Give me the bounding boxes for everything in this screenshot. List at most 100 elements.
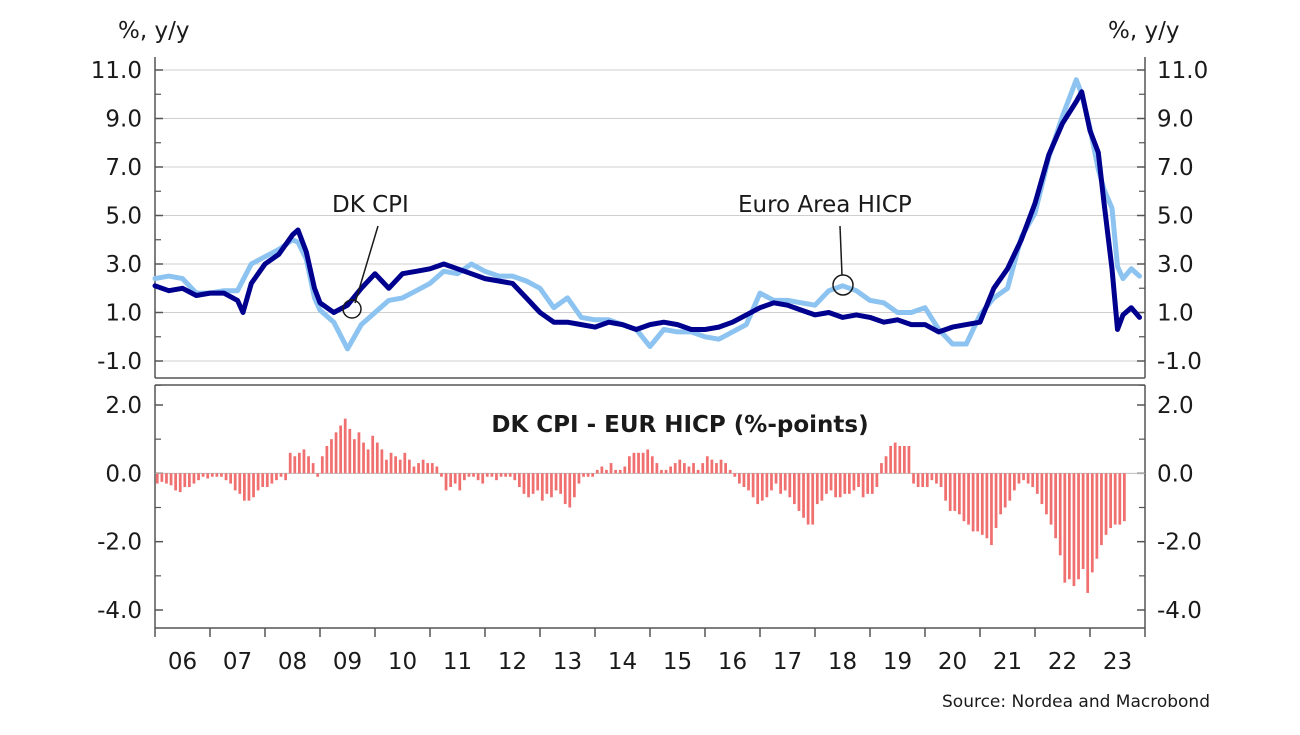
top-right-tick-label: 5.0	[1157, 204, 1194, 230]
difference-bar	[463, 473, 466, 481]
difference-bar	[201, 473, 205, 477]
top-series-lines	[152, 77, 1142, 352]
annotation-dk-cpi-marker	[342, 299, 362, 319]
difference-bar	[371, 435, 375, 474]
difference-bar	[1086, 473, 1090, 593]
top-right-tick-label: 1.0	[1157, 301, 1194, 327]
difference-bar	[160, 473, 164, 482]
annotation-euro-area-marker	[832, 274, 854, 296]
difference-bar	[861, 473, 865, 498]
difference-bar	[408, 459, 411, 474]
difference-bar	[1008, 473, 1012, 501]
difference-bar	[618, 469, 622, 474]
difference-bar	[261, 473, 265, 487]
top-left-tick-label: -1.0	[97, 349, 142, 375]
difference-bar	[880, 463, 883, 474]
annotation-euro-area-label: Euro Area HICP	[738, 192, 912, 218]
difference-bar	[958, 473, 961, 515]
difference-bar	[183, 473, 187, 487]
difference-bar	[678, 459, 682, 474]
difference-bar	[229, 473, 232, 484]
top-left-tick-label: 7.0	[105, 155, 142, 181]
difference-bar	[536, 473, 540, 491]
difference-bar	[829, 473, 833, 491]
difference-bar	[985, 473, 989, 539]
x-tick-label: 21	[993, 649, 1022, 675]
difference-bar	[472, 473, 475, 477]
difference-bar	[664, 469, 668, 474]
difference-bar	[545, 473, 549, 494]
difference-bar	[334, 432, 338, 474]
difference-bar	[912, 473, 915, 484]
difference-bar	[907, 446, 911, 474]
difference-bar	[1100, 473, 1103, 546]
difference-bar	[962, 473, 966, 522]
difference-bar	[485, 473, 489, 477]
difference-bar	[348, 428, 352, 474]
difference-bar	[1058, 473, 1062, 556]
x-tick-label: 17	[773, 649, 802, 675]
bottom-panel-title: DK CPI - EUR HICP (%-points)	[491, 412, 868, 438]
difference-bar	[233, 473, 237, 491]
difference-bar	[595, 469, 599, 474]
difference-bar	[224, 473, 228, 481]
top-right-tick-label: 9.0	[1157, 107, 1194, 133]
difference-bar	[215, 473, 219, 477]
difference-bar	[316, 473, 320, 477]
difference-bar	[692, 463, 695, 474]
difference-bar	[320, 456, 324, 474]
difference-bar	[325, 446, 329, 474]
difference-bar	[343, 418, 347, 474]
difference-bar	[838, 473, 842, 498]
top-left-tick-label: 11.0	[91, 58, 142, 84]
top-right-tick-label: 11.0	[1157, 58, 1208, 84]
difference-bar	[298, 452, 301, 474]
x-tick-label: 15	[663, 649, 692, 675]
difference-bar	[366, 449, 370, 474]
difference-bar	[499, 473, 503, 477]
top-right-tick-label: 7.0	[1157, 155, 1194, 181]
difference-bar	[1031, 473, 1035, 487]
difference-bar	[192, 473, 196, 484]
difference-bar	[256, 473, 260, 491]
difference-bar	[169, 473, 173, 486]
difference-bar	[811, 473, 815, 525]
panel-frames	[154, 57, 1146, 629]
difference-bar	[770, 473, 773, 491]
difference-bar	[751, 473, 755, 498]
top-tick-labels: 11.0 11.0 9.0 9.0 7.0 7.0 5.0 5.0 3.0 3.0 1.0 1.0 -1…	[91, 58, 1208, 386]
difference-bar	[999, 473, 1002, 515]
difference-bar	[600, 466, 604, 474]
x-tick-label: 18	[828, 649, 857, 675]
difference-bar	[302, 449, 306, 474]
bottom-right-tick-label: 0.0	[1157, 461, 1194, 487]
difference-bar	[669, 466, 672, 474]
difference-bar	[1026, 473, 1030, 484]
difference-bar	[843, 473, 847, 494]
difference-bar	[701, 463, 705, 474]
difference-bar	[760, 473, 764, 501]
difference-bar	[1054, 473, 1057, 539]
difference-bar	[508, 473, 512, 477]
difference-bar	[944, 473, 947, 501]
difference-bar	[980, 473, 984, 535]
difference-bar	[655, 463, 659, 474]
difference-bar	[476, 473, 480, 481]
difference-bar	[852, 473, 856, 491]
difference-bar	[783, 473, 787, 491]
difference-bar	[637, 452, 640, 474]
difference-bar	[398, 459, 402, 474]
difference-bar	[412, 466, 416, 474]
difference-bar	[389, 452, 393, 474]
x-tick-label: 07	[223, 649, 252, 675]
top-left-tick-label: 1.0	[105, 301, 142, 327]
difference-bar	[994, 473, 998, 528]
difference-bar	[339, 425, 342, 474]
top-right-tick-label: 3.0	[1157, 252, 1194, 278]
difference-bar	[660, 469, 663, 474]
difference-bar	[742, 473, 746, 487]
difference-bar	[188, 473, 191, 487]
difference-bar	[591, 473, 595, 477]
x-tick-label: 19	[883, 649, 912, 675]
